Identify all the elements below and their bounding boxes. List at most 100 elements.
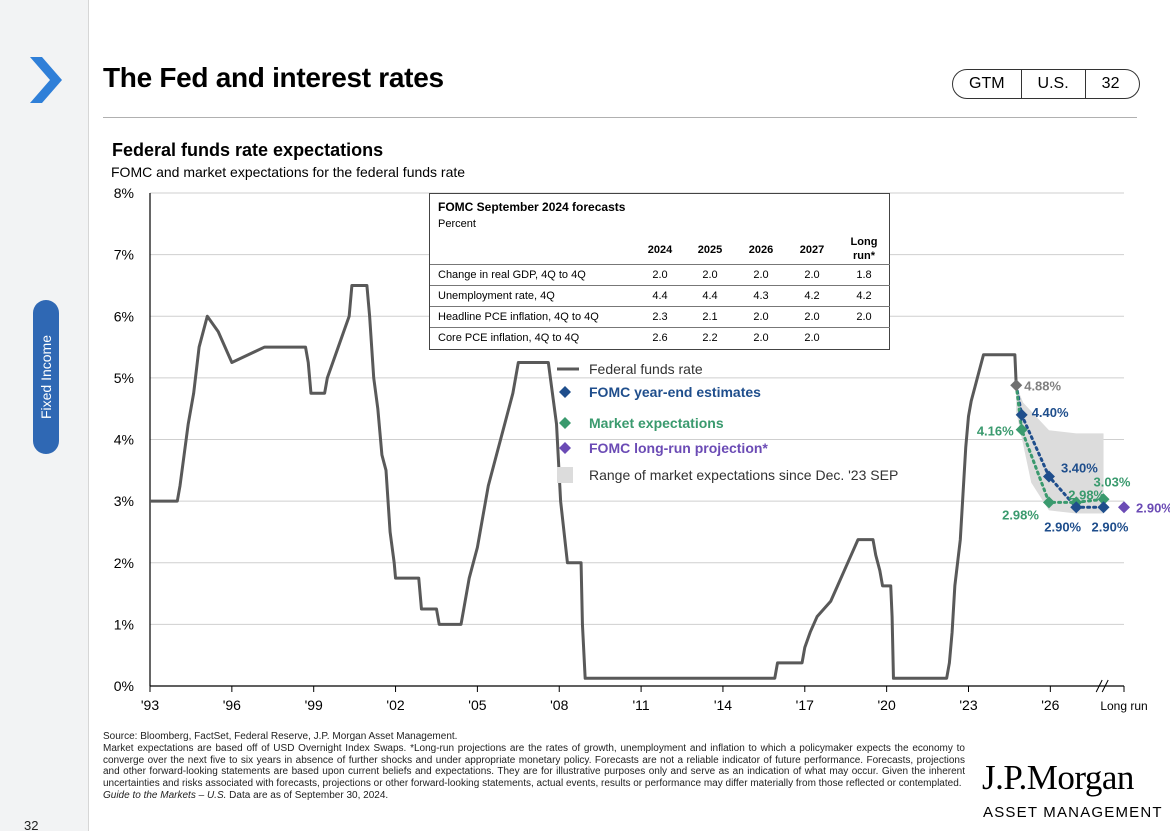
- x-tick-label: '08: [550, 697, 568, 713]
- legend-swatch-diamond: [559, 386, 571, 398]
- x-tick-label: Long run: [1100, 699, 1147, 713]
- y-tick-label: 8%: [114, 185, 134, 201]
- y-tick-label: 3%: [114, 493, 134, 509]
- title-divider: [103, 117, 1137, 118]
- y-tick-label: 2%: [114, 555, 134, 571]
- data-label: 2.90%: [1136, 500, 1170, 515]
- forecast-cell: 4.2: [856, 290, 872, 302]
- y-tick-label: 7%: [114, 247, 134, 263]
- x-tick-label: '14: [714, 697, 732, 713]
- forecast-cell: 2.0: [753, 311, 769, 323]
- data-label: 3.40%: [1061, 460, 1098, 475]
- x-tick-label: '93: [141, 697, 159, 713]
- header-tags: GTM U.S. 32: [952, 69, 1141, 99]
- forecast-cell: 2.0: [856, 311, 872, 323]
- x-tick-label: '02: [386, 697, 404, 713]
- legend-label: Federal funds rate: [589, 361, 703, 377]
- data-label: 4.16%: [977, 424, 1014, 439]
- forecast-cell: 2.0: [804, 269, 820, 281]
- long-run-projection-marker: [1118, 501, 1130, 514]
- fomc-estimate-marker: [1070, 501, 1083, 514]
- y-tick-label: 4%: [114, 432, 134, 448]
- axis-break-mark: [1095, 679, 1103, 693]
- y-tick-label: 5%: [114, 370, 134, 386]
- chevron-right-icon[interactable]: [28, 55, 64, 105]
- forecast-row-label: Headline PCE inflation, 4Q to 4Q: [438, 311, 599, 323]
- data-label: 2.98%: [1068, 487, 1105, 502]
- x-tick-label: '05: [468, 697, 486, 713]
- page-title: The Fed and interest rates: [103, 62, 444, 93]
- fed-funds-rate-line: [150, 283, 1018, 680]
- jpmorgan-logo-subtitle: ASSET MANAGEMENT: [983, 804, 1163, 821]
- x-tick-label: '99: [305, 697, 323, 713]
- legend-label: Market expectations: [589, 415, 724, 431]
- x-tick-label: '11: [632, 697, 649, 713]
- data-label: 2.90%: [1092, 519, 1129, 534]
- forecast-row: Core PCE inflation, 4Q to 4Q 2.6 2.2 2.0…: [430, 327, 890, 349]
- chart-subtitle: FOMC and market expectations for the fed…: [111, 164, 466, 180]
- forecast-cell: 2.1: [702, 311, 718, 323]
- x-tick-label: '20: [878, 697, 896, 713]
- market-expectation-marker: [1042, 496, 1055, 509]
- legend-swatch-diamond: [559, 417, 571, 429]
- data-date-note: Data are as of September 30, 2024.: [226, 789, 389, 801]
- forecast-row-label: Change in real GDP, 4Q to 4Q: [438, 269, 586, 281]
- forecast-cell: 2.0: [804, 332, 820, 344]
- forecast-col-header: 2024: [647, 244, 673, 256]
- fomc-estimate-marker: [1042, 470, 1055, 483]
- left-sidebar: Fixed Income 32: [0, 0, 89, 833]
- market-range-band: [1016, 385, 1104, 514]
- chart-title: Federal funds rate expectations: [112, 140, 384, 160]
- axis-break-mark: [1101, 679, 1109, 693]
- section-tab-fixed-income[interactable]: Fixed Income: [33, 300, 59, 454]
- page-number: 32: [24, 818, 39, 833]
- y-tick-label: 6%: [114, 308, 134, 324]
- legend-label: FOMC long-run projection*: [589, 440, 768, 456]
- data-label: 4.88%: [1024, 378, 1061, 393]
- forecast-cell: 2.3: [652, 311, 668, 323]
- footnotes: Source: Bloomberg, FactSet, Federal Rese…: [103, 731, 965, 802]
- tag-region: U.S.: [1022, 70, 1086, 98]
- forecast-row: Unemployment rate, 4Q 4.4 4.4 4.3 4.2 4.…: [430, 285, 890, 307]
- forecast-cell: 1.8: [856, 269, 872, 281]
- forecast-cell: 4.4: [702, 290, 718, 302]
- disclaimer-note: Market expectations are based off of USD…: [103, 742, 965, 790]
- market-expectation-marker: [1015, 423, 1028, 436]
- fomc-estimate-marker: [1015, 408, 1028, 421]
- forecast-table-title: FOMC September 2024 forecasts: [438, 200, 626, 214]
- forecast-row-label: Unemployment rate, 4Q: [438, 290, 555, 302]
- y-tick-label: 0%: [114, 678, 134, 694]
- forecast-cell: 2.6: [652, 332, 668, 344]
- forecast-cell: 2.0: [753, 269, 769, 281]
- fomc-estimate-marker: [1097, 501, 1110, 514]
- legend-swatch-square: [557, 467, 573, 483]
- x-tick-label: '96: [223, 697, 241, 713]
- forecast-table-subtitle: Percent: [438, 218, 476, 230]
- forecast-row-label: Core PCE inflation, 4Q to 4Q: [438, 332, 580, 344]
- tag-gtm: GTM: [953, 70, 1022, 98]
- x-tick-label: '23: [959, 697, 977, 713]
- forecast-col-header: 2026: [748, 244, 774, 256]
- forecast-cell: 2.0: [652, 269, 668, 281]
- forecast-cell: 4.4: [652, 290, 668, 302]
- forecast-col-header: Long run*: [850, 236, 878, 262]
- y-tick-label: 1%: [114, 616, 134, 632]
- legend-label: Range of market expectations since Dec. …: [589, 467, 898, 483]
- x-tick-label: '26: [1041, 697, 1059, 713]
- forecast-cell: 2.2: [702, 332, 718, 344]
- current-rate-marker: [1010, 379, 1023, 392]
- data-label: 3.03%: [1094, 474, 1131, 489]
- forecast-cell: 2.0: [702, 269, 718, 281]
- fomc-forecast-table: FOMC September 2024 forecasts Percent 20…: [429, 193, 890, 350]
- jpmorgan-logo: J.P.Morgan: [982, 758, 1134, 797]
- legend-label: FOMC year-end estimates: [589, 384, 761, 400]
- source-note: Source: Bloomberg, FactSet, Federal Rese…: [103, 731, 458, 742]
- forecast-cell: 4.2: [804, 290, 820, 302]
- x-tick-label: '17: [796, 697, 814, 713]
- guide-title: Guide to the Markets – U.S.: [103, 789, 227, 801]
- forecast-col-header: 2025: [697, 244, 723, 256]
- forecast-col-header: 2027: [799, 244, 825, 256]
- forecast-row: Headline PCE inflation, 4Q to 4Q 2.3 2.1…: [430, 306, 890, 328]
- forecast-row: Change in real GDP, 4Q to 4Q 2.0 2.0 2.0…: [430, 264, 890, 286]
- tag-page: 32: [1101, 75, 1120, 92]
